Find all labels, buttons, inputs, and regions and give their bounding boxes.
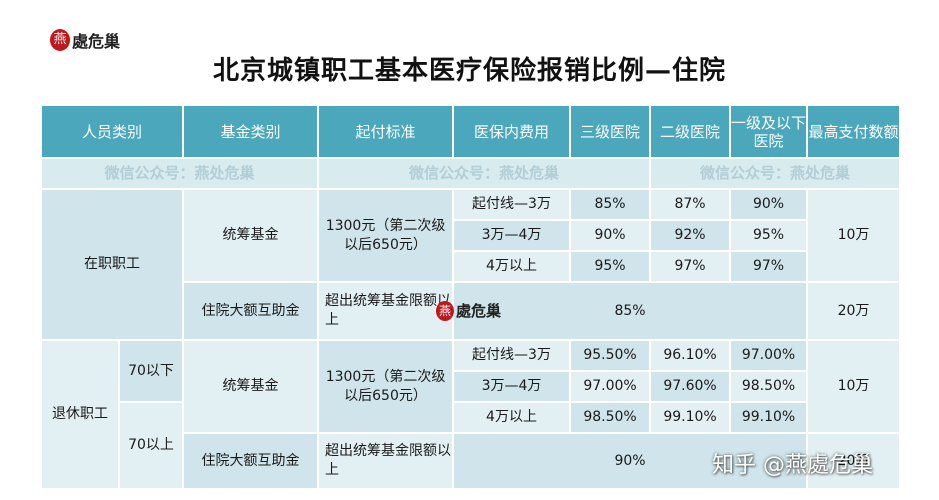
header-tier1-hospital: 一级及以下医院 [729, 104, 809, 159]
cost-range: 3万—4万 [452, 370, 572, 403]
table-row: 在职职工 统筹基金 1300元（第二次级以后650元） 起付线—3万 85% 8… [39, 188, 902, 341]
header-tier2-hospital: 二级医院 [649, 104, 732, 159]
fund-pooled: 统筹基金 [182, 188, 320, 283]
threshold-text: 1300元（第二次级以后650元） [317, 188, 455, 283]
max-payment: 20万 [806, 432, 902, 490]
page-title: 北京城镇职工基本医疗保险报销比例—住院 [212, 56, 726, 86]
age-under-70: 70以下 [117, 339, 185, 403]
category-retired: 退休职工 [40, 339, 120, 490]
max-payment: 10万 [806, 188, 902, 283]
header-fund-category: 基金类别 [182, 104, 320, 159]
tier2-ratio: 96.10% [649, 339, 732, 372]
tier2-ratio: 87% [649, 188, 732, 221]
tier3-ratio: 95% [569, 250, 652, 283]
table-row: 4万以上 95% 97% 97% [41, 250, 900, 283]
reimbursement-table: 人员类别 基金类别 起付标准 医保内费用 三级医院 二级医院 一级及以下医院 最… [39, 104, 902, 490]
tier2-ratio: 99.10% [649, 401, 732, 434]
tier3-ratio: 95.50% [569, 339, 652, 372]
tier2-ratio: 97% [649, 250, 732, 283]
tier3-ratio: 90% [569, 219, 652, 252]
stamp-text: 處危巢 [456, 302, 502, 320]
threshold-text: 超出统筹基金限额以上 [317, 432, 455, 490]
watermark-row: 微信公众号：燕处危巢 微信公众号：燕处危巢 微信公众号：燕处危巢 [39, 157, 902, 190]
watermark-text: 微信公众号：燕处危巢 [409, 163, 560, 182]
brand-logo: 燕 處危巢 [50, 28, 120, 52]
tier1-ratio: 90% [729, 188, 809, 221]
tier3-ratio: 98.50% [569, 401, 652, 434]
table-row: 3万—4万 97.00% 97.60% 98.50% [41, 370, 900, 403]
tier3-ratio: 97.00% [569, 370, 652, 403]
watermark-text: 微信公众号：燕处危巢 [700, 163, 851, 182]
fund-large-mutual: 住院大额互助金 [182, 432, 320, 490]
cost-range: 起付线—3万 [452, 339, 572, 372]
header-person-category: 人员类别 [39, 104, 185, 159]
large-ratio: 90% [452, 432, 809, 490]
max-payment: 20万 [806, 281, 902, 341]
footer-watermark: 知乎 @燕處危巢 [712, 453, 873, 478]
cost-range: 3万—4万 [452, 219, 572, 252]
table-header-row: 人员类别 基金类别 起付标准 医保内费用 三级医院 二级医院 一级及以下医院 最… [39, 104, 902, 159]
threshold-text: 1300元（第二次级以后650元） [317, 339, 455, 434]
seal-icon: 燕 [50, 29, 70, 51]
tier3-ratio: 85% [569, 188, 652, 221]
threshold-text: 超出统筹基金限额以上 [317, 281, 455, 341]
header-threshold: 起付标准 [317, 104, 455, 159]
watermark-text: 微信公众号：燕处危巢 [104, 163, 255, 182]
age-over-70: 70以上 [117, 401, 185, 490]
tier1-ratio: 97% [729, 250, 809, 283]
table-row: 住院大额互助金 超出统筹基金限额以上 85% 20万 [41, 281, 902, 341]
header-tier3-hospital: 三级医院 [569, 104, 652, 159]
stamp-logo: 燕 處危巢 [436, 300, 501, 321]
tier1-ratio: 99.10% [729, 401, 809, 434]
tier1-ratio: 97.00% [729, 339, 809, 372]
large-ratio: 85% [452, 281, 809, 341]
max-payment: 10万 [806, 339, 902, 434]
table-row: 70以上 4万以上 98.50% 99.10% 99.10% [41, 401, 900, 490]
table-row: 退休职工 70以下 统筹基金 1300元（第二次级以后650元） 起付线—3万 … [40, 339, 902, 490]
cost-range: 4万以上 [452, 401, 572, 434]
header-covered-cost: 医保内费用 [452, 104, 572, 159]
table-row: 3万—4万 90% 92% 95% [41, 219, 900, 252]
tier2-ratio: 97.60% [649, 370, 732, 403]
fund-pooled: 统筹基金 [182, 339, 320, 434]
brand-text: 處危巢 [72, 32, 121, 51]
table-row: 住院大额互助金 超出统筹基金限额以上 90% 20万 [41, 432, 902, 490]
cost-range: 4万以上 [452, 250, 572, 283]
category-incumbent: 在职职工 [39, 188, 185, 341]
fund-large-mutual: 住院大额互助金 [182, 281, 320, 341]
seal-icon: 燕 [436, 300, 454, 321]
tier1-ratio: 98.50% [729, 370, 809, 403]
tier1-ratio: 95% [729, 219, 809, 252]
header-max-payment: 最高支付数额 [806, 104, 902, 159]
tier2-ratio: 92% [649, 219, 732, 252]
cost-range: 起付线—3万 [452, 188, 572, 221]
